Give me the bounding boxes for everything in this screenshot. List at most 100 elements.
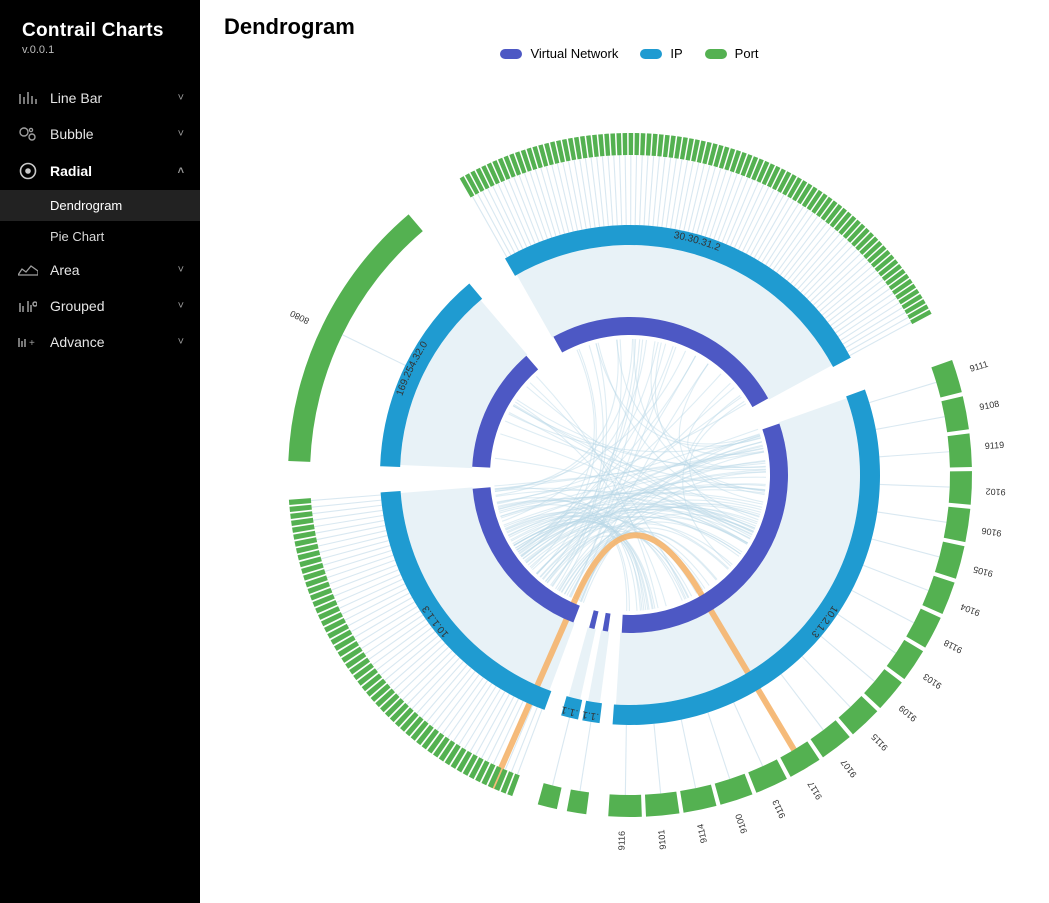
- port-arc[interactable]: [931, 360, 961, 398]
- ip-port-link: [635, 155, 636, 225]
- grouped-icon: [16, 299, 40, 313]
- ip-port-link: [508, 179, 535, 244]
- ip-port-link: [787, 226, 831, 280]
- port-label: 9108: [978, 399, 1000, 412]
- port-arc[interactable]: [934, 542, 964, 579]
- ip-port-link: [311, 495, 381, 501]
- legend-item[interactable]: Virtual Network: [500, 46, 618, 61]
- ip-port-link: [329, 560, 395, 584]
- center-link: [508, 414, 760, 452]
- port-label: 9107: [838, 757, 858, 779]
- vn-arc[interactable]: [589, 610, 598, 629]
- port-arc[interactable]: [598, 134, 604, 156]
- ip-port-link: [487, 699, 518, 762]
- port-arc[interactable]: [290, 511, 312, 519]
- port-arc[interactable]: [668, 135, 675, 157]
- chevron-down-icon: ˅: [178, 336, 184, 348]
- port-arc[interactable]: [645, 133, 651, 155]
- port-label: 9117: [805, 780, 824, 802]
- port-arc[interactable]: [657, 134, 663, 156]
- ip-port-link: [666, 158, 676, 227]
- legend-item[interactable]: Port: [705, 46, 759, 61]
- port-arc[interactable]: [616, 133, 621, 155]
- port-arc[interactable]: [288, 498, 310, 505]
- vn-arc[interactable]: [602, 613, 610, 632]
- port-arc[interactable]: [622, 133, 627, 155]
- ip-port-link: [661, 158, 670, 227]
- port-arc[interactable]: [886, 640, 922, 679]
- port-arc[interactable]: [566, 789, 588, 814]
- nav-item-advance[interactable]: +Advance˅: [0, 324, 200, 360]
- ip-port-link: [475, 694, 509, 755]
- ip-port-link: [877, 512, 946, 522]
- ip-port-link: [837, 614, 895, 653]
- port-arc[interactable]: [586, 135, 593, 157]
- port-arc[interactable]: [947, 433, 971, 467]
- nav-label: Radial: [50, 163, 92, 179]
- radial-icon: [16, 162, 40, 180]
- port-arc[interactable]: [644, 792, 678, 817]
- ip-port-link: [827, 279, 882, 322]
- nav-label: Bubble: [50, 126, 94, 142]
- port-arc[interactable]: [651, 134, 657, 156]
- port-arc[interactable]: [289, 505, 311, 512]
- port-arc[interactable]: [604, 134, 610, 156]
- ip-port-link: [780, 219, 822, 275]
- nav-item-linebar[interactable]: Line Bar˅: [0, 80, 200, 116]
- port-arc[interactable]: [864, 669, 902, 708]
- nav-item-grouped[interactable]: Grouped˅: [0, 288, 200, 324]
- area-icon: [16, 264, 40, 276]
- port-label: 9105: [972, 564, 994, 579]
- port-arc[interactable]: [906, 609, 941, 648]
- ip-port-link: [822, 270, 876, 315]
- port-arc[interactable]: [943, 507, 970, 542]
- port-arc[interactable]: [838, 696, 877, 734]
- port-arc[interactable]: [291, 518, 314, 526]
- ip-port-link: [670, 159, 681, 228]
- ip-port-link: [653, 724, 660, 794]
- ip-port-link: [696, 167, 715, 234]
- nav-sub-dendrogram[interactable]: Dendrogram: [0, 190, 200, 221]
- port-label: 8080: [288, 308, 310, 326]
- ip-port-link: [830, 284, 886, 326]
- ip-port-link: [810, 253, 860, 301]
- port-arc[interactable]: [948, 471, 971, 505]
- ip-port-link: [825, 275, 880, 319]
- ip-port-link: [333, 570, 398, 597]
- port-arc[interactable]: [748, 759, 787, 792]
- port-arc[interactable]: [810, 720, 849, 757]
- port-arc[interactable]: [680, 785, 716, 813]
- main: Dendrogram Virtual NetworkIPPort 169.254…: [200, 0, 1049, 903]
- port-arc[interactable]: [592, 135, 599, 157]
- ip-port-link: [733, 702, 762, 766]
- port-arc[interactable]: [628, 133, 633, 155]
- ip-port-link: [324, 550, 391, 571]
- port-arc[interactable]: [941, 396, 969, 432]
- port-label: 9119: [984, 440, 1004, 451]
- nav-item-area[interactable]: Area˅: [0, 252, 200, 288]
- port-arc[interactable]: [714, 774, 752, 805]
- port-label: 9101: [656, 829, 668, 850]
- port-arc[interactable]: [634, 133, 639, 155]
- port-label: 9106: [980, 526, 1001, 539]
- port-arc[interactable]: [537, 783, 561, 809]
- center-link: [516, 400, 765, 470]
- nav-sub-pie[interactable]: Pie Chart: [0, 221, 200, 252]
- nav-item-bubble[interactable]: Bubble˅: [0, 116, 200, 152]
- ip-port-link: [579, 159, 590, 228]
- nav-item-radial[interactable]: Radial˄: [0, 152, 200, 190]
- bubble-icon: [16, 126, 40, 142]
- port-arc[interactable]: [780, 741, 819, 777]
- ip-port-link: [315, 520, 384, 533]
- ip-port-link: [639, 155, 642, 225]
- port-label: 9102: [985, 486, 1005, 497]
- svg-text:+: +: [29, 338, 35, 348]
- port-arc[interactable]: [640, 133, 645, 155]
- port-arc[interactable]: [608, 794, 642, 817]
- port-arc[interactable]: [610, 133, 616, 155]
- ip-port-link: [794, 234, 840, 287]
- port-label: 9100: [733, 813, 749, 835]
- legend-item[interactable]: IP: [640, 46, 682, 61]
- port-arc[interactable]: [662, 135, 669, 157]
- port-arc[interactable]: [922, 576, 954, 614]
